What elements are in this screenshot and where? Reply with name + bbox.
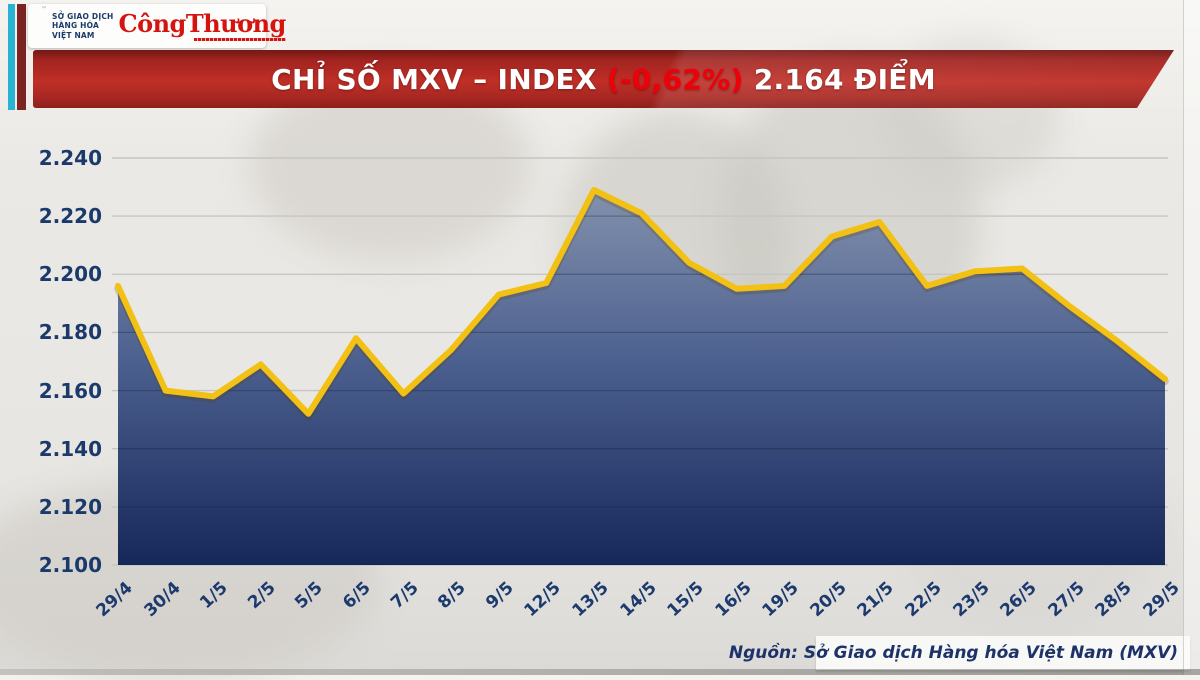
page-right-edge bbox=[1183, 0, 1200, 675]
x-axis-label: 29/5 bbox=[1139, 578, 1184, 622]
source-band: Nguồn: Sở Giao dịch Hàng hóa Việt Nam (M… bbox=[729, 636, 1190, 670]
x-axis-label: 7/5 bbox=[386, 578, 423, 614]
y-axis-label: 2.140 bbox=[38, 436, 102, 461]
x-axis-label: 30/4 bbox=[140, 578, 185, 622]
x-axis-label: 1/5 bbox=[196, 578, 232, 614]
x-axis-label: 28/5 bbox=[1091, 578, 1137, 622]
x-axis-label: 9/5 bbox=[481, 578, 518, 614]
x-axis-label: 6/5 bbox=[339, 578, 375, 614]
mxv-logo-line: VIỆT NAM bbox=[52, 30, 95, 40]
area-fill bbox=[118, 190, 1165, 565]
x-axis-label: 19/5 bbox=[758, 578, 803, 622]
page-bottom-edge bbox=[0, 669, 1200, 675]
y-axis-label: 2.240 bbox=[38, 146, 102, 170]
mxv-logo-line: HÀNG HÓA bbox=[52, 21, 99, 31]
x-axis-label: 15/5 bbox=[663, 578, 708, 622]
y-axis-label: 2.180 bbox=[38, 320, 102, 345]
logo-box: ™ SỞ GIAO DỊCH HÀNG HÓA VIỆT NAM CôngThư… bbox=[28, 4, 286, 48]
x-axis-label: 29/4 bbox=[92, 578, 137, 622]
congthuong-logo-text: CôngThương bbox=[118, 8, 287, 38]
y-axis-label: 2.100 bbox=[38, 553, 102, 577]
y-axis-label: 2.160 bbox=[38, 378, 102, 403]
maroon-accent-stripe bbox=[17, 4, 26, 110]
trademark-symbol: ™ bbox=[41, 6, 47, 13]
map-watermark bbox=[720, 60, 980, 380]
mxv-logo-line: SỞ GIAO DỊCH bbox=[52, 12, 114, 22]
x-axis-label: 20/5 bbox=[806, 578, 851, 622]
x-axis-label: 14/5 bbox=[616, 578, 661, 622]
x-axis-label: 16/5 bbox=[711, 578, 756, 622]
x-axis-label: 5/5 bbox=[291, 578, 327, 614]
cyan-accent-stripe bbox=[8, 4, 15, 110]
index-line-shadow bbox=[114, 188, 1169, 421]
map-watermark bbox=[560, 110, 790, 370]
x-axis-label: 27/5 bbox=[1044, 578, 1089, 622]
y-axis-label: 2.200 bbox=[38, 262, 102, 287]
congthuong-tagline-bar bbox=[193, 37, 286, 41]
y-axis-label: 2.120 bbox=[38, 494, 102, 519]
x-axis-label: 8/5 bbox=[434, 578, 470, 614]
title-banner: CHỈ SỐ MXV – INDEX (-0,62%) 2.164 ĐIỂM bbox=[33, 50, 1174, 108]
x-axis-label: 26/5 bbox=[996, 578, 1041, 622]
x-axis-label: 22/5 bbox=[901, 578, 946, 622]
texture-watermark bbox=[900, 430, 1160, 630]
title-value: 2.164 ĐIỂM bbox=[753, 62, 936, 96]
title-prefix: CHỈ SỐ MXV – INDEX bbox=[271, 62, 597, 96]
congthuong-logo: CôngThương bbox=[118, 8, 287, 41]
x-axis-label: 2/5 bbox=[243, 578, 280, 614]
x-axis-label: 21/5 bbox=[853, 578, 899, 622]
source-text: Nguồn: Sở Giao dịch Hàng hóa Việt Nam (M… bbox=[728, 643, 1178, 663]
x-axis-label: 13/5 bbox=[568, 578, 613, 622]
chart-title: CHỈ SỐ MXV – INDEX (-0,62%) 2.164 ĐIỂM bbox=[271, 63, 936, 96]
index-line bbox=[115, 187, 1168, 417]
title-change-percent: (-0,62%) bbox=[606, 62, 744, 96]
y-axis-label: 2.220 bbox=[38, 204, 102, 229]
texture-watermark bbox=[0, 480, 380, 680]
x-axis-label: 12/5 bbox=[520, 578, 565, 622]
x-axis-label: 23/5 bbox=[949, 578, 994, 622]
mxv-logo-text: SỞ GIAO DỊCH HÀNG HÓA VIỆT NAM bbox=[52, 12, 114, 39]
